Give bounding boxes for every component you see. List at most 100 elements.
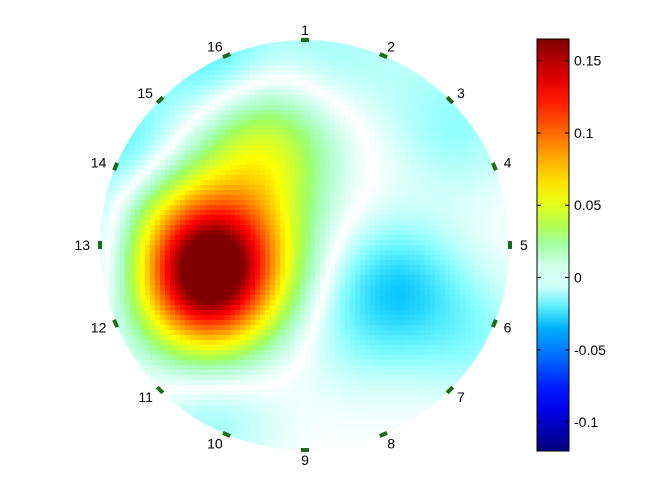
heatmap-cell: [430, 275, 436, 281]
heatmap-cell: [110, 185, 116, 191]
heatmap-cell: [375, 285, 381, 291]
heatmap-cell: [180, 90, 186, 96]
heatmap-cell: [165, 220, 171, 226]
heatmap-cell: [435, 220, 441, 226]
heatmap-cell: [340, 335, 346, 341]
heatmap-cell: [185, 270, 191, 276]
heatmap-cell: [290, 285, 296, 291]
heatmap-cell: [465, 315, 471, 321]
heatmap-cell: [475, 295, 481, 301]
heatmap-cell: [325, 80, 331, 86]
heatmap-cell: [355, 225, 361, 231]
heatmap-cell: [410, 250, 416, 256]
heatmap-cell: [425, 170, 431, 176]
heatmap-cell: [190, 135, 196, 141]
heatmap-cell: [330, 290, 336, 296]
heatmap-cell: [480, 175, 486, 181]
heatmap-cell: [275, 380, 281, 386]
heatmap-cell: [240, 370, 246, 376]
heatmap-cell: [165, 190, 171, 196]
heatmap-cell: [215, 290, 221, 296]
heatmap-cell: [380, 80, 386, 86]
heatmap-cell: [475, 150, 481, 156]
heatmap-cell: [350, 230, 356, 236]
heatmap-cell: [130, 250, 136, 256]
heatmap-cell: [240, 175, 246, 181]
heatmap-cell: [445, 245, 451, 251]
heatmap-cell: [130, 220, 136, 226]
heatmap-cell: [360, 155, 366, 161]
heatmap-cell: [430, 195, 436, 201]
heatmap-cell: [125, 205, 131, 211]
heatmap-cell: [150, 360, 156, 366]
heatmap-cell: [365, 250, 371, 256]
heatmap-cell: [235, 95, 241, 101]
heatmap-cell: [260, 50, 266, 56]
heatmap-cell: [150, 225, 156, 231]
heatmap-cell: [285, 295, 291, 301]
heatmap-cell: [180, 160, 186, 166]
heatmap-cell: [365, 260, 371, 266]
heatmap-cell: [170, 120, 176, 126]
heatmap-cell: [390, 265, 396, 271]
heatmap-cell: [385, 255, 391, 261]
heatmap-cell: [265, 350, 271, 356]
heatmap-cell: [220, 260, 226, 266]
heatmap-cell: [130, 130, 136, 136]
heatmap-cell: [320, 325, 326, 331]
heatmap-cell: [285, 240, 291, 246]
heatmap-cell: [415, 95, 421, 101]
heatmap-cell: [195, 345, 201, 351]
heatmap-cell: [435, 290, 441, 296]
heatmap-cell: [465, 235, 471, 241]
heatmap-cell: [240, 105, 246, 111]
heatmap-cell: [250, 235, 256, 241]
heatmap-cell: [315, 365, 321, 371]
heatmap-cell: [220, 200, 226, 206]
heatmap-cell: [410, 115, 416, 121]
heatmap-cell: [135, 290, 141, 296]
heatmap-cell: [190, 105, 196, 111]
heatmap-cell: [315, 200, 321, 206]
heatmap-cell: [420, 315, 426, 321]
heatmap-cell: [405, 305, 411, 311]
heatmap-cell: [105, 305, 111, 311]
heatmap-cell: [305, 240, 311, 246]
heatmap-cell: [160, 85, 166, 91]
heatmap-cell: [290, 345, 296, 351]
heatmap-cell: [260, 150, 266, 156]
heatmap-cell: [350, 375, 356, 381]
heatmap-cell: [320, 60, 326, 66]
heatmap-cell: [130, 275, 136, 281]
heatmap-cell: [105, 205, 111, 211]
heatmap-cell: [490, 335, 496, 341]
heatmap-cell: [155, 275, 161, 281]
heatmap-cell: [320, 260, 326, 266]
heatmap-cell: [465, 305, 471, 311]
heatmap-cell: [405, 165, 411, 171]
heatmap-cell: [200, 180, 206, 186]
heatmap-cell: [335, 245, 341, 251]
heatmap-cell: [215, 325, 221, 331]
heatmap-cell: [265, 125, 271, 131]
heatmap-cell: [320, 290, 326, 296]
heatmap-cell: [205, 250, 211, 256]
heatmap-cell: [365, 245, 371, 251]
heatmap-cell: [350, 125, 356, 131]
heatmap-cell: [485, 320, 491, 326]
heatmap-cell: [375, 185, 381, 191]
heatmap-cell: [390, 255, 396, 261]
heatmap-cell: [185, 310, 191, 316]
heatmap-cell: [260, 340, 266, 346]
heatmap-cell: [355, 330, 361, 336]
heatmap-cell: [455, 155, 461, 161]
heatmap-cell: [445, 360, 451, 366]
heatmap-cell: [465, 365, 471, 371]
heatmap-cell: [425, 275, 431, 281]
heatmap-cell: [110, 180, 116, 186]
heatmap-cell: [180, 85, 186, 91]
heatmap-cell: [495, 260, 501, 266]
heatmap-cell: [390, 180, 396, 186]
heatmap-cell: [160, 195, 166, 201]
heatmap-cell: [270, 70, 276, 76]
